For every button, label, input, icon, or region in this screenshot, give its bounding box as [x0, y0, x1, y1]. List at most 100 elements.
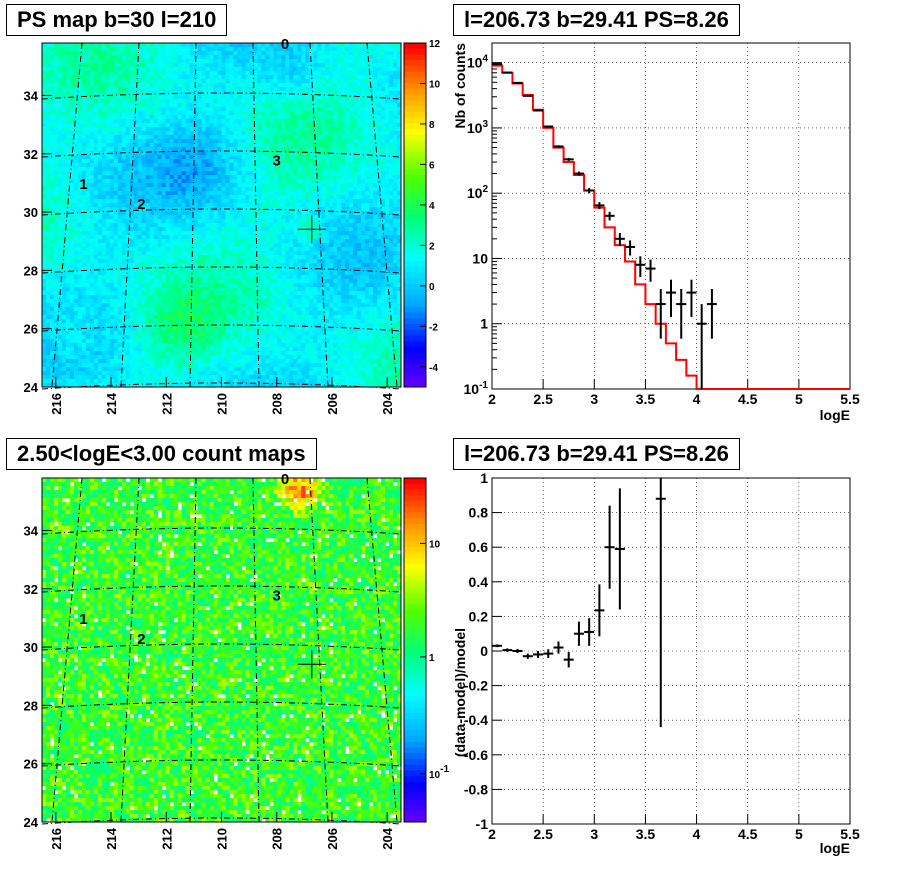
heatmap-cell [141, 91, 147, 96]
heatmap-cell [109, 107, 115, 112]
heatmap-cell [117, 107, 123, 112]
heatmap-cell [261, 327, 266, 332]
heatmap-cell [165, 263, 171, 268]
heatmap-cell [245, 259, 250, 264]
heatmap-cell [69, 75, 75, 80]
heatmap-cell [149, 303, 155, 308]
heatmap-cell [45, 375, 51, 380]
heatmap-cell [77, 311, 83, 316]
heatmap-cell [49, 227, 55, 232]
heatmap-cell [265, 311, 270, 316]
heatmap-cell [193, 267, 199, 272]
heatmap-cell [153, 131, 159, 136]
heatmap-cell [201, 195, 207, 200]
heatmap-cell [85, 83, 91, 88]
heatmap-cell [213, 155, 219, 160]
heatmap-cell [169, 67, 175, 72]
heatmap-cell [125, 351, 131, 356]
heatmap-cell [177, 359, 183, 364]
heatmap-cell [61, 231, 67, 236]
heatmap-cell [201, 383, 207, 388]
heatmap-cell [225, 327, 230, 332]
heatmap-cell [121, 131, 127, 136]
heatmap-cell [149, 199, 155, 204]
heatmap-cell [81, 191, 87, 196]
heatmap-cell [181, 163, 187, 168]
heatmap-cell [53, 311, 59, 316]
heatmap-cell [189, 163, 195, 168]
heatmap-cell [173, 195, 179, 200]
heatmap-cell [205, 203, 211, 208]
heatmap-cell [65, 195, 71, 200]
heatmap-cell [69, 195, 75, 200]
heatmap-cell [185, 283, 191, 288]
heatmap-cell [121, 187, 127, 192]
heatmap-cell [253, 163, 258, 168]
heatmap-cell [109, 251, 115, 256]
heatmap-cell [42, 139, 47, 144]
heatmap-cell [205, 227, 211, 232]
heatmap-cell [89, 135, 95, 140]
heatmap-cell [105, 95, 111, 100]
heatmap-cell [117, 223, 123, 228]
heatmap-cell [245, 135, 250, 140]
heatmap-cell [141, 283, 147, 288]
heatmap-cell [249, 255, 254, 260]
heatmap-cell [117, 247, 123, 252]
heatmap-cell [77, 323, 83, 328]
heatmap-cell [89, 67, 95, 72]
heatmap-cell [189, 375, 195, 380]
heatmap-cell [153, 259, 159, 264]
heatmap-cell [49, 83, 55, 88]
heatmap-cell [261, 171, 266, 176]
heatmap-cell [157, 295, 163, 300]
heatmap-cell [49, 315, 55, 320]
heatmap-cell [185, 251, 191, 256]
heatmap-cell [209, 107, 215, 112]
heatmap-cell [237, 335, 242, 340]
heatmap-cell [53, 267, 59, 272]
heatmap-cell [149, 147, 155, 152]
heatmap-cell [45, 359, 51, 364]
heatmap-cell [85, 307, 91, 312]
heatmap-cell [245, 331, 250, 336]
heatmap-cell [45, 383, 51, 388]
heatmap-cell [145, 47, 151, 52]
heatmap-cell [177, 167, 183, 172]
heatmap-cell [121, 235, 127, 240]
heatmap-cell [81, 151, 87, 156]
heatmap-cell [205, 175, 211, 180]
heatmap-cell [65, 359, 71, 364]
heatmap-cell [133, 155, 139, 160]
heatmap-cell [193, 291, 199, 296]
heatmap-cell [81, 327, 87, 332]
heatmap-cell [97, 211, 103, 216]
heatmap-cell [169, 115, 175, 120]
heatmap-cell [145, 315, 151, 320]
heatmap-cell [177, 87, 183, 92]
heatmap-cell [221, 243, 226, 248]
heatmap-cell [49, 251, 55, 256]
heatmap-cell [153, 223, 159, 228]
heatmap-cell [65, 239, 71, 244]
heatmap-cell [77, 307, 83, 312]
heatmap-cell [173, 119, 179, 124]
heatmap-cell [185, 111, 191, 116]
heatmap-cell [117, 139, 123, 144]
heatmap-cell [157, 163, 163, 168]
heatmap-cell [53, 151, 59, 156]
heatmap-cell [42, 227, 47, 232]
heatmap-cell [221, 355, 226, 360]
heatmap-cell [77, 195, 83, 200]
heatmap-cell [205, 87, 211, 92]
heatmap-cell [113, 295, 119, 300]
heatmap-cell [81, 355, 87, 360]
heatmap-cell [269, 147, 274, 152]
heatmap-cell [137, 183, 143, 188]
heatmap-cell [161, 103, 167, 108]
heatmap-cell [161, 83, 167, 88]
heatmap-cell [61, 83, 67, 88]
heatmap-cell [181, 167, 187, 172]
heatmap-cell [93, 303, 99, 308]
heatmap-cell [129, 347, 135, 352]
